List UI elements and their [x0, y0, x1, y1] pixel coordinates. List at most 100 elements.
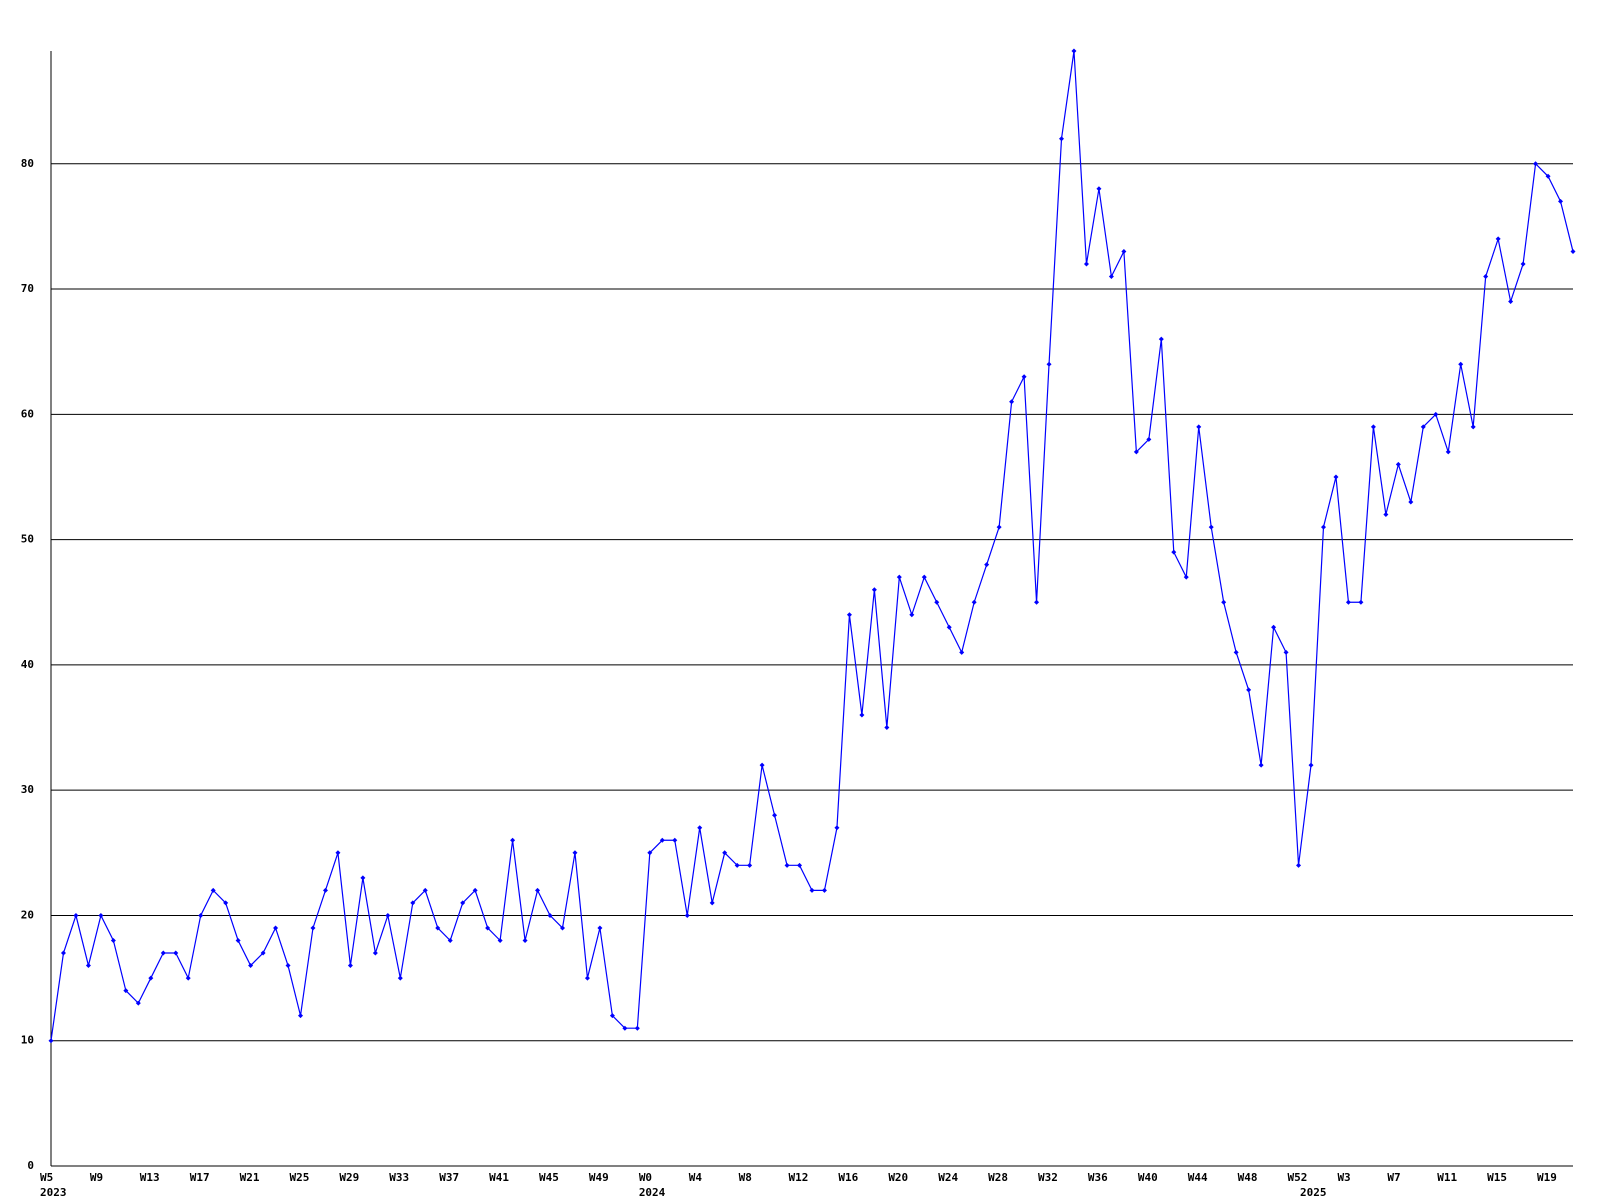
point-marker	[385, 912, 391, 918]
point-marker	[909, 612, 915, 618]
x-tick-label: W17	[190, 1171, 210, 1184]
point-marker	[273, 925, 279, 931]
x-tick-label: W21	[240, 1171, 260, 1184]
point-marker	[1395, 461, 1401, 467]
point-marker	[1433, 411, 1439, 417]
point-marker	[1345, 599, 1351, 605]
point-marker	[722, 850, 728, 856]
point-marker	[647, 850, 653, 856]
point-marker	[709, 900, 715, 906]
point-marker	[460, 900, 466, 906]
point-marker	[1483, 274, 1489, 280]
point-marker	[834, 825, 840, 831]
point-marker	[1083, 261, 1089, 267]
x-year-label: 2024	[639, 1186, 666, 1199]
point-marker	[772, 812, 778, 818]
point-marker	[160, 950, 166, 956]
point-marker	[60, 950, 66, 956]
point-marker	[522, 937, 528, 943]
x-tick-label: W20	[888, 1171, 908, 1184]
point-marker	[597, 925, 603, 931]
point-marker	[422, 887, 428, 893]
point-marker	[310, 925, 316, 931]
point-marker	[1558, 198, 1564, 204]
point-marker	[1383, 512, 1389, 518]
point-marker	[335, 850, 341, 856]
point-marker	[747, 862, 753, 868]
x-tick-label: W37	[439, 1171, 459, 1184]
x-tick-label: W16	[838, 1171, 858, 1184]
point-marker	[1545, 173, 1551, 179]
point-marker	[1046, 361, 1052, 367]
x-tick-label: W40	[1138, 1171, 1158, 1184]
point-marker	[235, 937, 241, 943]
point-marker	[896, 574, 902, 580]
point-marker	[921, 574, 927, 580]
point-marker	[1420, 424, 1426, 430]
point-marker	[210, 887, 216, 893]
point-marker	[821, 887, 827, 893]
point-marker	[946, 624, 952, 630]
point-marker	[1021, 374, 1027, 380]
x-tick-label: W19	[1537, 1171, 1557, 1184]
point-marker	[547, 912, 553, 918]
point-marker	[1508, 299, 1514, 305]
y-tick-label: 0	[27, 1159, 34, 1172]
point-marker	[659, 837, 665, 843]
x-tick-label: W5	[40, 1171, 53, 1184]
point-marker	[1408, 499, 1414, 505]
x-tick-label: W24	[938, 1171, 958, 1184]
point-marker	[1296, 862, 1302, 868]
point-marker	[1183, 574, 1189, 580]
point-marker	[734, 862, 740, 868]
point-marker	[1096, 186, 1102, 192]
y-tick-label: 50	[21, 533, 34, 546]
point-marker	[173, 950, 179, 956]
point-marker	[360, 875, 366, 881]
point-marker	[1333, 474, 1339, 480]
point-marker	[759, 762, 765, 768]
point-marker	[572, 850, 578, 856]
point-marker	[298, 1013, 304, 1019]
point-marker	[1458, 361, 1464, 367]
point-marker	[884, 725, 890, 731]
point-marker	[846, 612, 852, 618]
x-tick-label: W49	[589, 1171, 609, 1184]
y-tick-label: 20	[21, 908, 34, 921]
point-marker	[1358, 599, 1364, 605]
point-marker	[397, 975, 403, 981]
x-tick-label: W11	[1437, 1171, 1457, 1184]
point-marker	[447, 937, 453, 943]
point-marker	[1121, 248, 1127, 254]
x-tick-label: W15	[1487, 1171, 1507, 1184]
point-marker	[510, 837, 516, 843]
point-marker	[559, 925, 565, 931]
point-marker	[535, 887, 541, 893]
point-marker	[1133, 449, 1139, 455]
x-year-label: 2025	[1300, 1186, 1327, 1199]
point-marker	[609, 1013, 615, 1019]
x-tick-label: W4	[689, 1171, 703, 1184]
point-marker	[148, 975, 154, 981]
x-tick-label: W7	[1387, 1171, 1400, 1184]
point-marker	[472, 887, 478, 893]
point-marker	[198, 912, 204, 918]
x-tick-label: W12	[789, 1171, 809, 1184]
x-tick-label: W33	[389, 1171, 409, 1184]
point-marker	[435, 925, 441, 931]
x-tick-label: W28	[988, 1171, 1008, 1184]
x-tick-label: W8	[739, 1171, 752, 1184]
point-marker	[485, 925, 491, 931]
y-tick-label: 60	[21, 407, 34, 420]
y-tick-label: 40	[21, 658, 34, 671]
x-tick-label: W45	[539, 1171, 559, 1184]
point-marker	[684, 912, 690, 918]
point-marker	[1445, 449, 1451, 455]
point-marker	[410, 900, 416, 906]
point-marker	[622, 1025, 628, 1031]
point-marker	[1059, 136, 1065, 142]
x-tick-label: W48	[1238, 1171, 1258, 1184]
point-marker	[1570, 248, 1576, 254]
